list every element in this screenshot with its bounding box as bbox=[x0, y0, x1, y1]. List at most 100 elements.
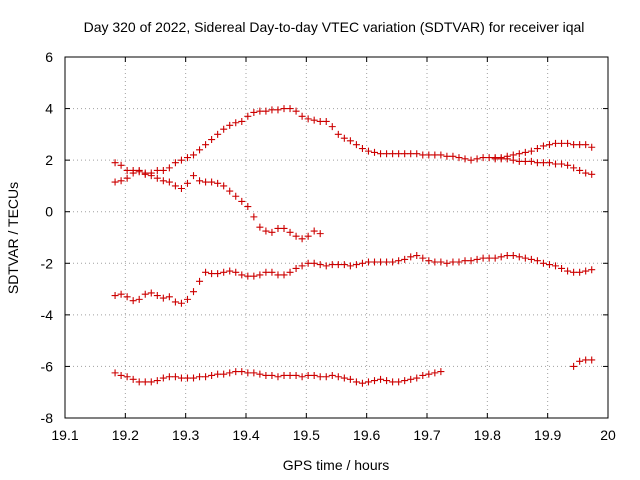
data-point bbox=[443, 152, 451, 160]
data-point bbox=[371, 377, 379, 385]
data-point bbox=[280, 105, 288, 113]
data-point bbox=[262, 227, 270, 235]
data-point bbox=[286, 268, 294, 276]
x-tick-label: 19.4 bbox=[232, 427, 259, 443]
data-point bbox=[262, 268, 270, 276]
data-point bbox=[449, 258, 457, 266]
data-point bbox=[419, 151, 427, 159]
data-point bbox=[503, 252, 511, 260]
data-point bbox=[238, 117, 246, 125]
data-point bbox=[310, 259, 318, 267]
data-point bbox=[238, 197, 246, 205]
data-point bbox=[202, 178, 210, 186]
data-point bbox=[268, 268, 276, 276]
data-point bbox=[214, 130, 222, 138]
data-point bbox=[437, 151, 445, 159]
data-point bbox=[256, 223, 264, 231]
data-point bbox=[147, 378, 155, 386]
data-point bbox=[419, 371, 427, 379]
y-tick-label: -8 bbox=[41, 410, 54, 426]
data-point bbox=[582, 169, 590, 177]
data-point bbox=[208, 371, 216, 379]
data-point bbox=[545, 261, 553, 269]
data-point bbox=[292, 232, 300, 240]
data-point bbox=[135, 295, 143, 303]
data-point bbox=[286, 228, 294, 236]
data-point bbox=[425, 370, 433, 378]
data-point bbox=[588, 143, 596, 151]
data-point bbox=[141, 378, 149, 386]
data-point bbox=[521, 254, 529, 262]
data-point bbox=[274, 106, 282, 114]
data-point bbox=[141, 290, 149, 298]
y-axis-label: SDTVAR / TECUs bbox=[5, 182, 21, 294]
data-points bbox=[111, 105, 596, 387]
series-sat-d bbox=[111, 252, 596, 307]
data-point bbox=[310, 227, 318, 235]
data-point bbox=[123, 174, 131, 182]
data-point bbox=[588, 356, 596, 364]
data-point bbox=[413, 374, 421, 382]
data-point bbox=[401, 255, 409, 263]
data-point bbox=[280, 271, 288, 279]
data-point bbox=[455, 258, 463, 266]
data-point bbox=[286, 371, 294, 379]
data-point bbox=[274, 271, 282, 279]
data-point bbox=[262, 107, 270, 115]
data-point bbox=[358, 379, 366, 387]
data-point bbox=[244, 369, 252, 377]
data-point bbox=[256, 107, 264, 115]
data-point bbox=[298, 373, 306, 381]
data-point bbox=[196, 177, 204, 185]
data-point bbox=[292, 264, 300, 272]
data-point bbox=[111, 292, 119, 300]
data-point bbox=[171, 298, 179, 306]
data-point bbox=[244, 112, 252, 120]
data-point bbox=[334, 261, 342, 269]
data-point bbox=[334, 373, 342, 381]
data-point bbox=[298, 262, 306, 270]
data-point bbox=[304, 232, 312, 240]
data-point bbox=[147, 289, 155, 297]
data-point bbox=[183, 154, 191, 162]
data-point bbox=[220, 125, 228, 133]
data-point bbox=[395, 257, 403, 265]
data-point bbox=[328, 123, 336, 131]
data-point bbox=[497, 155, 505, 163]
data-point bbox=[208, 270, 216, 278]
y-tick-label: 0 bbox=[45, 204, 53, 220]
data-point bbox=[177, 299, 185, 307]
data-point bbox=[274, 373, 282, 381]
data-point bbox=[153, 377, 161, 385]
data-point bbox=[111, 178, 119, 186]
data-point bbox=[171, 159, 179, 167]
data-point bbox=[407, 150, 415, 158]
data-point bbox=[202, 141, 210, 149]
data-point bbox=[425, 151, 433, 159]
data-point bbox=[238, 368, 246, 376]
data-point bbox=[461, 155, 469, 163]
data-point bbox=[377, 150, 385, 158]
plot-frame bbox=[64, 56, 609, 419]
data-point bbox=[582, 267, 590, 275]
data-point bbox=[437, 368, 445, 376]
data-point bbox=[503, 155, 511, 163]
y-tick-label: -6 bbox=[41, 358, 54, 374]
data-point bbox=[558, 264, 566, 272]
data-point bbox=[383, 150, 391, 158]
data-point bbox=[165, 178, 173, 186]
data-point bbox=[316, 230, 324, 238]
data-point bbox=[467, 156, 475, 164]
data-point bbox=[177, 156, 185, 164]
data-point bbox=[570, 141, 578, 149]
data-point bbox=[576, 141, 584, 149]
data-point bbox=[202, 373, 210, 381]
data-point bbox=[268, 371, 276, 379]
data-point bbox=[165, 373, 173, 381]
data-point bbox=[437, 258, 445, 266]
data-point bbox=[129, 169, 137, 177]
data-point bbox=[274, 224, 282, 232]
y-tick-label: -2 bbox=[41, 255, 54, 271]
data-point bbox=[552, 262, 560, 270]
